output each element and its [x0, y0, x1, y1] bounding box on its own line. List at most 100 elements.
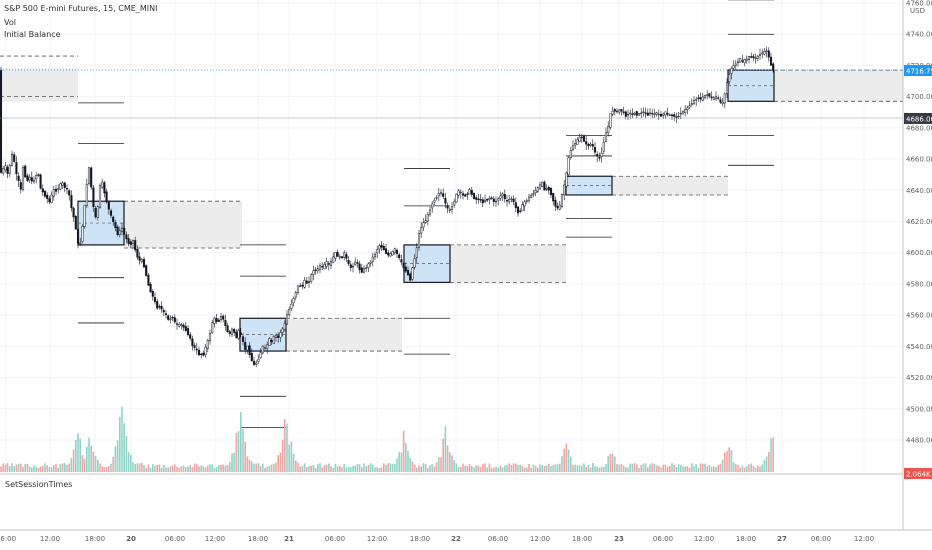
price-axis[interactable]: USD [910, 7, 925, 15]
time-axis[interactable]: 06:00 12:00 18:00 20 06:00 12:00 18:00 21 06:00 1… [0, 535, 874, 543]
volume-bar [693, 466, 695, 472]
volume-bar [110, 463, 112, 472]
candle [87, 166, 91, 186]
volume-bar [196, 464, 198, 472]
volume-bar [477, 465, 480, 472]
candle [37, 173, 40, 177]
candle-body [453, 201, 456, 206]
candle [332, 252, 335, 264]
candle-body [281, 328, 284, 333]
volume-bar [422, 463, 425, 472]
candle-body [140, 259, 143, 262]
volume-bar [721, 459, 724, 472]
candle [527, 193, 531, 204]
candle-body [633, 113, 636, 115]
candle [395, 248, 399, 258]
candle-body [439, 192, 443, 194]
candle-body [543, 181, 546, 191]
candle [426, 211, 429, 226]
candle-body [411, 267, 414, 280]
candle [296, 285, 300, 295]
candle [772, 62, 775, 73]
volume-bar [455, 463, 458, 472]
candle-body [670, 114, 674, 117]
volume-bar [2, 463, 4, 472]
symbol-legend[interactable]: S&P 500 E-mini Futures, 15, CME_MINI [4, 4, 158, 13]
candle [409, 271, 412, 282]
candle [321, 262, 324, 271]
volume-bar [33, 465, 35, 472]
candle-body [6, 166, 9, 174]
candle [96, 205, 99, 221]
volume-bar [59, 463, 62, 472]
volume-bar [339, 466, 341, 472]
candle [578, 133, 581, 143]
volume-bar [259, 465, 262, 472]
candle [13, 151, 16, 164]
volume-bar [431, 464, 433, 472]
volume-bar [449, 452, 451, 472]
candle [184, 322, 187, 333]
vol-legend[interactable]: Vol [4, 18, 16, 27]
candle-body [8, 164, 11, 174]
candle [481, 196, 484, 208]
candle [358, 260, 361, 274]
candle [0, 66, 3, 174]
candle-body [162, 310, 165, 313]
candle-body [563, 184, 566, 196]
volume-bar [548, 463, 550, 472]
candle-body [769, 56, 773, 66]
volume-bar [655, 465, 658, 472]
candle [437, 188, 440, 202]
volume-bar [649, 464, 651, 472]
volume-bar [427, 467, 429, 472]
time-tick-label: 12:00 [694, 535, 714, 543]
candle-body [675, 116, 678, 118]
volume-bar [64, 463, 66, 472]
candle-body [475, 197, 478, 200]
volume-bar [550, 465, 552, 472]
candle-body [490, 197, 493, 199]
candle [525, 198, 528, 205]
candle [384, 244, 388, 255]
candle-body [233, 329, 236, 333]
volume-badge-text: 2.064K [906, 471, 931, 479]
candle-body [571, 145, 575, 150]
time-tick-label: 23 [614, 535, 624, 543]
candle [303, 276, 306, 289]
candle-body [314, 269, 317, 271]
candle-body [17, 175, 20, 182]
candle [336, 249, 339, 257]
candle [270, 337, 273, 346]
candle-body [228, 331, 231, 334]
candle [365, 264, 368, 272]
candle-body [582, 135, 586, 142]
volume-bar [737, 465, 739, 472]
candle [136, 245, 139, 260]
volume-bar [523, 467, 526, 472]
candle-body [178, 323, 181, 327]
volume-badge: 2.064K [904, 468, 932, 479]
ib-session [565, 135, 728, 238]
indicator-legend[interactable]: Initial Balance [4, 30, 61, 39]
candle [479, 194, 482, 203]
candle-body [686, 107, 689, 110]
volume-bar [460, 466, 462, 472]
candle-body [219, 316, 223, 320]
volume-bar [374, 467, 376, 472]
candle [156, 298, 159, 310]
ib-projection-zone [286, 318, 402, 352]
volume-bar [136, 463, 139, 472]
candle [169, 315, 172, 324]
volume-bar [88, 437, 90, 472]
candle [233, 327, 236, 336]
price-tick-label: 4580.00 [906, 280, 932, 288]
volume-bar [213, 467, 216, 472]
candle [94, 205, 97, 219]
candle [640, 107, 643, 119]
candle-body [112, 216, 115, 223]
candle [461, 190, 465, 200]
candle-body [459, 191, 462, 194]
candle [120, 223, 124, 236]
